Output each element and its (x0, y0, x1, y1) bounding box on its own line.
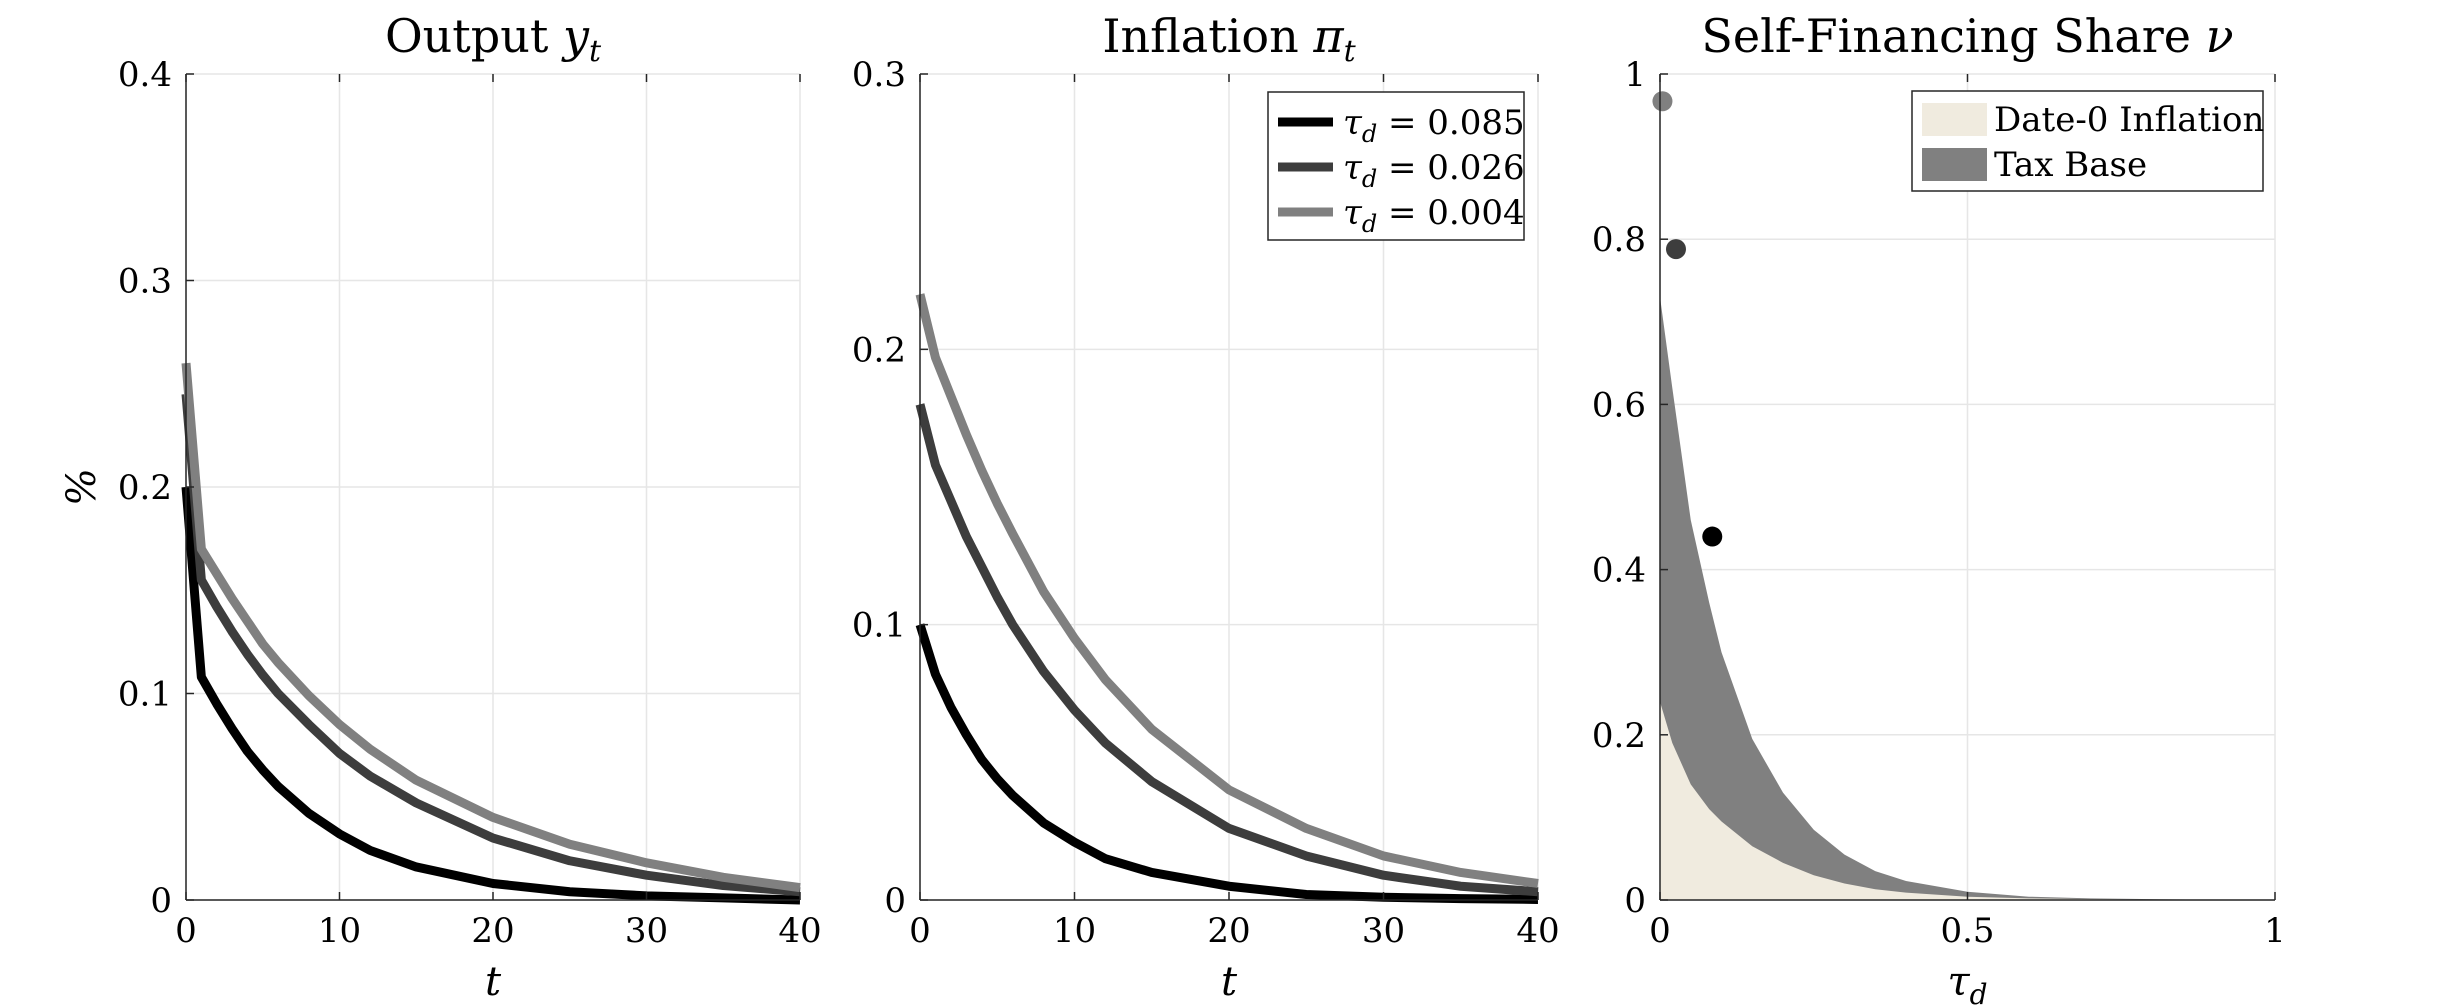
y-tick-label: 0.1 (852, 606, 906, 646)
series-line-1 (181, 486, 801, 905)
y-tick-label: 0.4 (1592, 551, 1646, 591)
legend-label: τd = 0.085 (1343, 103, 1525, 148)
x-tick-label: 0 (175, 911, 197, 951)
legend-swatch (1922, 103, 1987, 136)
x-axis-label: τd (1947, 959, 1987, 1006)
series-line-3 (915, 293, 1539, 888)
y-tick-label: 0.1 (118, 675, 172, 715)
y-tick-label: 0.8 (1592, 220, 1646, 260)
y-tick-label: 0.3 (118, 262, 172, 302)
chart-title: Inflation πt (1102, 9, 1356, 69)
x-tick-label: 1 (2264, 911, 2286, 951)
marker-point-3 (1702, 526, 1723, 547)
chart-panel-3: 0 0.5 1 0 0.2 0.4 0.6 0.8 1 Self-Financing Share … (1592, 9, 2286, 1006)
legend-label: Tax Base (1994, 145, 2147, 185)
x-axis-label: t (1221, 959, 1238, 1005)
chart-title: Self-Financing Share ν (1701, 9, 2233, 63)
x-tick-label: 40 (778, 911, 821, 951)
series-line-2 (915, 403, 1539, 897)
x-tick-label: 0.5 (1940, 911, 1994, 951)
legend-label: τd = 0.004 (1343, 193, 1525, 238)
legend-label: τd = 0.026 (1343, 148, 1525, 193)
y-tick-label: 0.4 (118, 55, 172, 95)
series-line-2 (181, 393, 801, 897)
x-tick-label: 30 (625, 911, 668, 951)
legend-label: Date-0 Inflation (1994, 100, 2264, 140)
marker-point-1 (1652, 91, 1673, 112)
x-tick-label: 10 (1053, 911, 1096, 951)
y-axis-label: % (59, 468, 105, 506)
y-tick-label: 1 (1624, 55, 1646, 95)
chart-title: Output yt (385, 9, 602, 69)
y-tick-label: 0 (1624, 881, 1646, 921)
x-tick-label: 10 (318, 911, 361, 951)
y-tick-label: 0.2 (118, 468, 172, 508)
x-axis-label: t (485, 959, 502, 1005)
series-line-1 (915, 623, 1539, 904)
x-tick-label: 20 (471, 911, 514, 951)
marker-point-2 (1665, 239, 1686, 260)
legend-swatch (1922, 148, 1987, 181)
x-tick-label: 40 (1516, 911, 1559, 951)
y-tick-label: 0 (884, 881, 906, 921)
x-tick-label: 30 (1362, 911, 1405, 951)
y-tick-label: 0.2 (1592, 716, 1646, 756)
series-line-3 (181, 362, 801, 893)
y-tick-label: 0.3 (852, 55, 906, 95)
x-tick-label: 0 (1649, 911, 1671, 951)
area-date0-inflation (1660, 701, 2275, 900)
y-tick-label: 0 (150, 881, 172, 921)
chart-panel-2: 0 10 20 30 40 0 0.1 0.2 0.3 Inflation πt t τd = 0.0… (852, 9, 1560, 1005)
y-tick-label: 0.6 (1592, 385, 1646, 425)
y-tick-label: 0.2 (852, 330, 906, 370)
chart-panel-1: 0 10 20 30 40 0 0.1 0.2 0.3 0.4 Output yt t% (59, 9, 822, 1005)
x-tick-label: 20 (1207, 911, 1250, 951)
x-tick-label: 0 (909, 911, 931, 951)
